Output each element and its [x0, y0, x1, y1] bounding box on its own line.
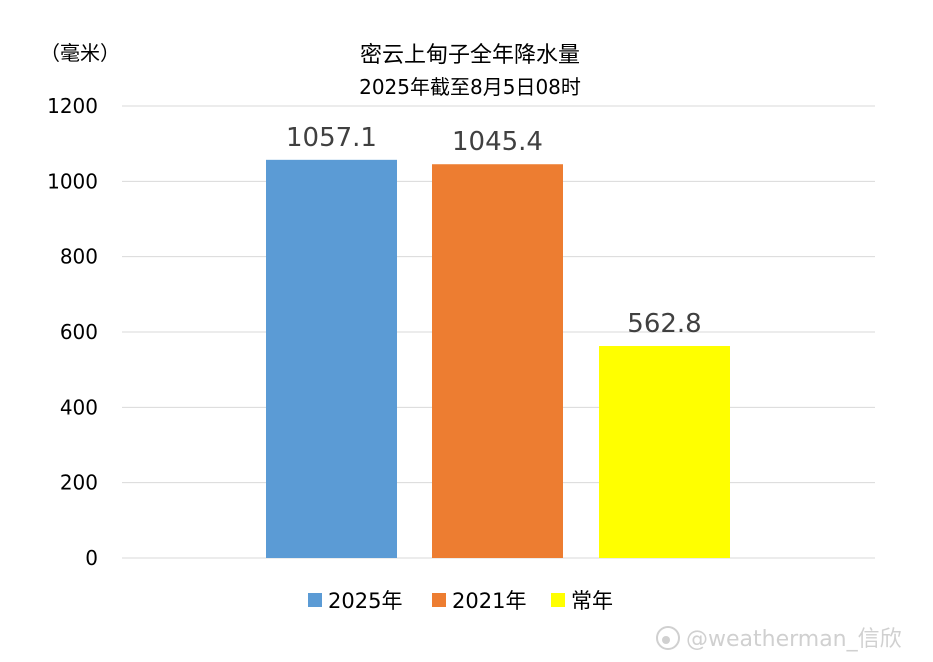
- data-label: 562.8: [627, 309, 701, 339]
- y-tick-label: 600: [60, 320, 98, 344]
- bars: [266, 159, 730, 558]
- bar: [432, 164, 563, 558]
- y-tick-label: 0: [85, 546, 98, 570]
- y-axis-unit-label: （毫米）: [40, 41, 120, 65]
- y-tick-label: 1000: [47, 169, 98, 193]
- y-axis-ticks: 0 200 400 600 800 1000 1200: [47, 94, 98, 570]
- legend-swatch: [432, 593, 446, 607]
- chart-title: 密云上甸子全年降水量: [360, 43, 580, 68]
- bar: [266, 159, 397, 558]
- chart-subtitle: 2025年截至8月5日08时: [359, 75, 581, 99]
- data-label: 1045.4: [452, 127, 543, 157]
- legend-swatch: [551, 593, 565, 607]
- bar: [599, 346, 730, 558]
- data-labels: 1057.1 1045.4 562.8: [286, 123, 702, 339]
- legend-label: 2025年: [328, 589, 402, 613]
- y-tick-label: 200: [60, 471, 98, 495]
- weibo-logo-eye-icon: [662, 636, 670, 644]
- legend: 2025年 2021年 常年: [308, 589, 613, 613]
- watermark-text: @weatherman_信欣: [686, 627, 902, 652]
- y-tick-label: 1200: [47, 94, 98, 118]
- watermark: @weatherman_信欣: [656, 626, 902, 652]
- legend-label: 常年: [571, 589, 613, 613]
- weibo-logo-icon: [656, 626, 680, 650]
- legend-label: 2021年: [452, 589, 526, 613]
- y-tick-label: 800: [60, 245, 98, 269]
- y-tick-label: 400: [60, 395, 98, 419]
- data-label: 1057.1: [286, 123, 377, 153]
- legend-swatch: [308, 593, 322, 607]
